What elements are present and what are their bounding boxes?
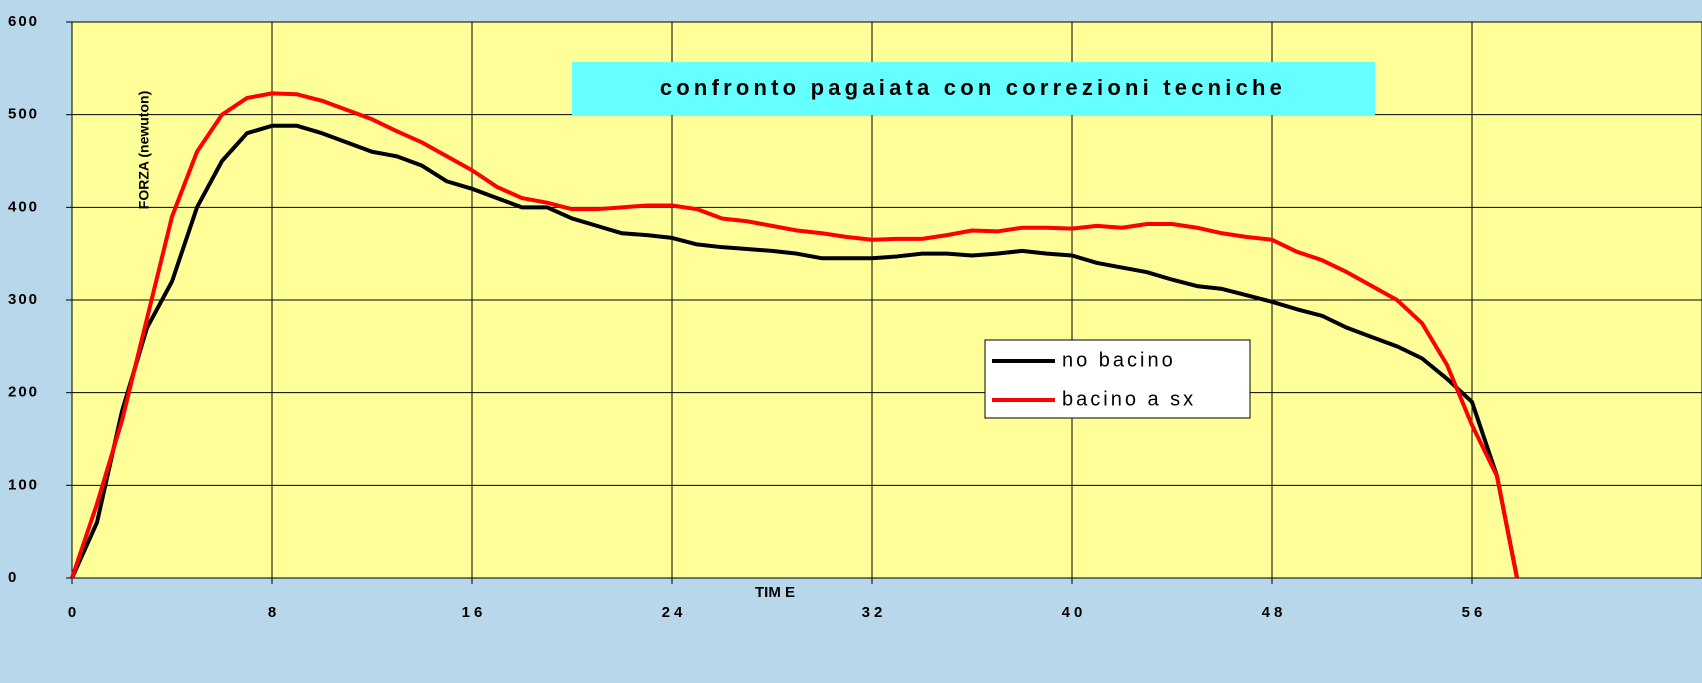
y-tick-label: 500 — [8, 106, 39, 123]
x-tick-label: 32 — [862, 604, 887, 621]
y-axis-label: FORZA (newuton) — [136, 91, 152, 209]
y-tick-label: 100 — [8, 476, 39, 493]
x-axis-label: TIM E — [755, 584, 795, 601]
chart-title: confronto pagaiata con correzioni tecnic… — [660, 75, 1286, 100]
x-tick-label: 56 — [1462, 604, 1487, 621]
x-tick-label: 0 — [68, 604, 80, 621]
y-tick-label: 200 — [8, 384, 39, 401]
y-tick-label: 300 — [8, 291, 39, 308]
y-tick-label: 0 — [8, 569, 18, 586]
y-tick-label: 600 — [8, 13, 39, 30]
x-tick-label: 40 — [1062, 604, 1087, 621]
x-tick-label: 8 — [268, 604, 280, 621]
legend-label: no bacino — [1062, 349, 1176, 371]
x-tick-label: 16 — [462, 604, 487, 621]
chart: confronto pagaiata con correzioni tecnic… — [0, 0, 1702, 683]
y-tick-label: 400 — [8, 198, 39, 215]
x-tick-label: 48 — [1262, 604, 1287, 621]
x-tick-label: 24 — [662, 604, 687, 621]
legend-label: bacino a sx — [1062, 388, 1196, 410]
